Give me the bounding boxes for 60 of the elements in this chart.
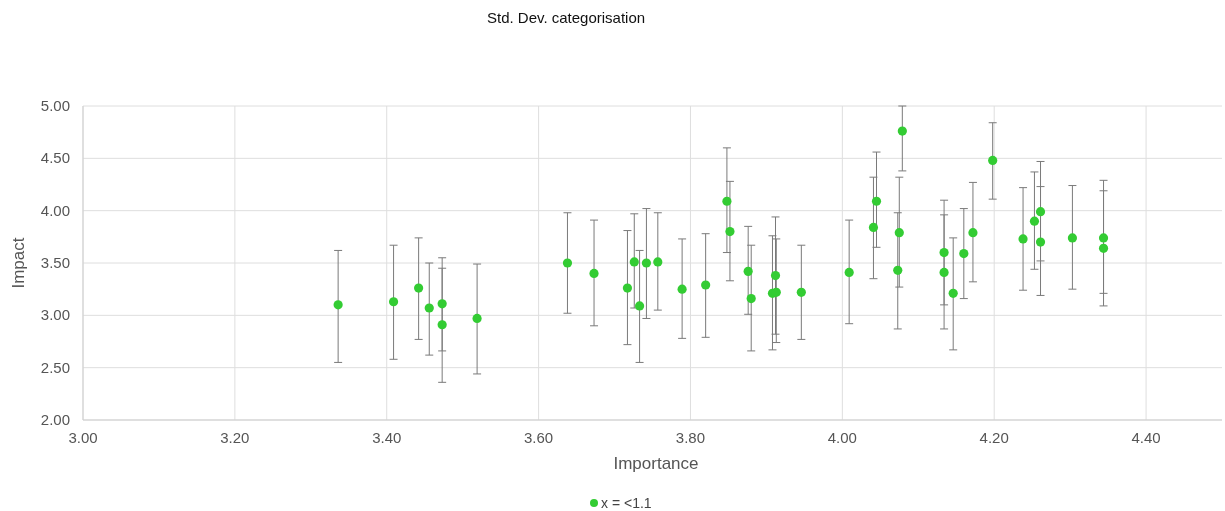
point	[1098, 243, 1109, 253]
point	[894, 228, 904, 238]
x-axis-title: Importance	[613, 454, 699, 473]
point	[1098, 233, 1109, 243]
x-tick-label: 3.40	[372, 429, 402, 446]
point	[725, 227, 735, 237]
point	[388, 297, 399, 307]
point	[333, 300, 343, 310]
y-tick-label: 2.50	[40, 358, 70, 376]
point	[844, 267, 854, 278]
point	[424, 303, 434, 313]
point	[634, 301, 645, 311]
y-axis-title: Impact	[9, 237, 28, 289]
point	[988, 155, 998, 166]
point	[871, 196, 882, 206]
point	[939, 267, 949, 278]
point	[472, 313, 482, 324]
point	[701, 280, 711, 290]
point	[968, 228, 978, 238]
y-tick-label: 5.00	[40, 97, 70, 114]
chart-title: Std. Dev. categorisation	[487, 9, 646, 26]
point	[653, 257, 663, 267]
x-tick-label: 4.20	[979, 429, 1009, 446]
point	[1035, 207, 1046, 217]
x-tick-label: 3.60	[524, 429, 554, 446]
point	[796, 287, 806, 297]
x-tick-label: 4.00	[827, 429, 857, 446]
point	[1067, 233, 1078, 243]
point	[677, 284, 687, 294]
point	[414, 283, 424, 293]
y-tick-label: 4.50	[40, 149, 70, 167]
point	[1029, 216, 1040, 226]
point	[722, 196, 732, 206]
point	[1018, 234, 1028, 244]
y-tick-label: 3.50	[40, 254, 70, 271]
x-tick-label: 4.40	[1131, 429, 1161, 446]
point	[437, 320, 447, 330]
point	[629, 257, 639, 267]
point	[959, 248, 969, 259]
x-tick-label: 3.80	[675, 429, 706, 446]
point	[589, 268, 599, 279]
point	[897, 126, 907, 136]
point	[939, 247, 949, 258]
point	[622, 283, 633, 293]
y-tick-label: 4.00	[40, 201, 70, 219]
x-tick-label: 3.20	[220, 429, 250, 446]
point	[743, 266, 753, 276]
point	[562, 258, 573, 268]
point	[1035, 237, 1046, 247]
point	[868, 222, 879, 233]
legend-label: x = <1.1	[601, 495, 652, 511]
x-tick-label: 3.00	[68, 429, 98, 446]
y-tick-label: 3.00	[40, 306, 70, 324]
point	[641, 258, 652, 268]
point	[893, 265, 903, 275]
point	[770, 270, 781, 281]
point	[948, 288, 958, 298]
y-tick-label: 2.00	[40, 411, 70, 428]
point	[746, 293, 756, 304]
point	[437, 299, 447, 309]
